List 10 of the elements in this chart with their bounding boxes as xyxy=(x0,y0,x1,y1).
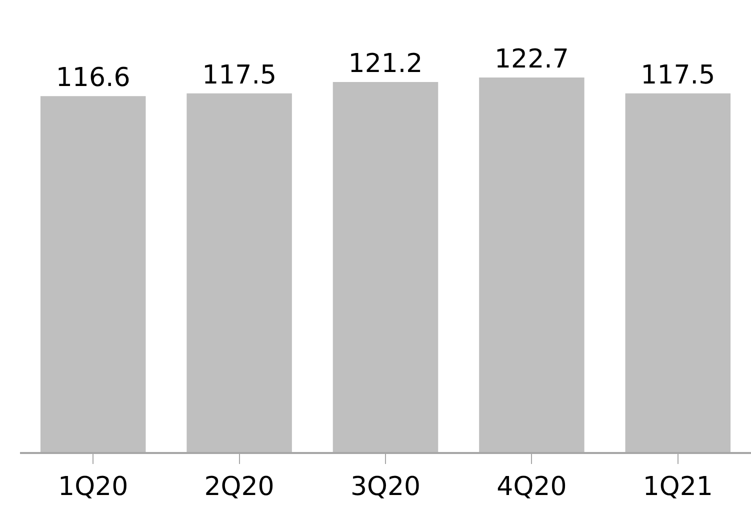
x-tick-label: 4Q20 xyxy=(496,472,567,502)
x-tick-label: 1Q21 xyxy=(642,472,713,502)
x-tick-label: 2Q20 xyxy=(204,472,274,502)
data-label: 116.6 xyxy=(56,63,130,94)
data-label: 122.7 xyxy=(494,44,569,74)
data-label: 121.2 xyxy=(348,49,423,80)
data-label: 117.5 xyxy=(640,60,716,90)
x-tick-label: 1Q20 xyxy=(58,472,128,502)
data-label: 117.5 xyxy=(202,60,277,90)
x-tick-label: 3Q20 xyxy=(350,472,421,502)
